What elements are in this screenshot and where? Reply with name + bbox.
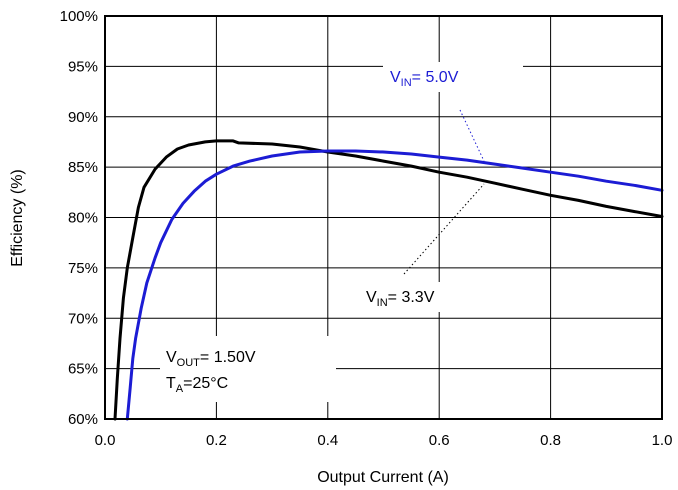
leader-5v <box>459 109 485 162</box>
vout-annotation: VOUT= 1.50V <box>166 349 256 369</box>
y-tick-label: 90% <box>68 109 98 126</box>
x-axis-title: Output Current (A) <box>317 469 449 486</box>
series-label-5v: VIN= 5.0V <box>390 69 459 89</box>
x-tick-label: 0.2 <box>206 432 227 449</box>
x-tick-label: 1.0 <box>652 432 673 449</box>
series-line-vin-5v0 <box>125 149 664 421</box>
ta-annotation: TA=25°C <box>166 375 228 395</box>
x-tick-label: 0.6 <box>429 432 450 449</box>
grid <box>105 16 662 419</box>
y-tick-label: 75% <box>68 260 98 277</box>
tick-labels: 60% 65% 70% 75% 80% 85% 90% 95% 100% 0.0 0.2 0.4 0.6… <box>60 8 673 449</box>
series-line-vin-3v3 <box>113 139 664 421</box>
x-tick-label: 0.0 <box>95 432 116 449</box>
plot-frame <box>104 15 663 420</box>
x-tick-label: 0.4 <box>317 432 338 449</box>
y-tick-label: 95% <box>68 58 98 75</box>
leader-3v <box>403 183 485 275</box>
y-tick-label: 70% <box>68 310 98 327</box>
y-tick-label: 60% <box>68 411 98 428</box>
y-tick-label: 100% <box>60 8 98 25</box>
y-tick-label: 65% <box>68 361 98 378</box>
annotation-box-bg <box>160 336 336 402</box>
y-tick-label: 85% <box>68 159 98 176</box>
y-axis-title: Efficiency (%) <box>9 169 26 267</box>
label-bg-3v <box>360 282 472 312</box>
series-label-3v: VIN= 3.3V <box>366 289 435 309</box>
series-lines <box>113 139 664 421</box>
x-tick-label: 0.8 <box>540 432 561 449</box>
y-tick-label: 80% <box>68 210 98 227</box>
label-bg-5v <box>383 62 523 92</box>
